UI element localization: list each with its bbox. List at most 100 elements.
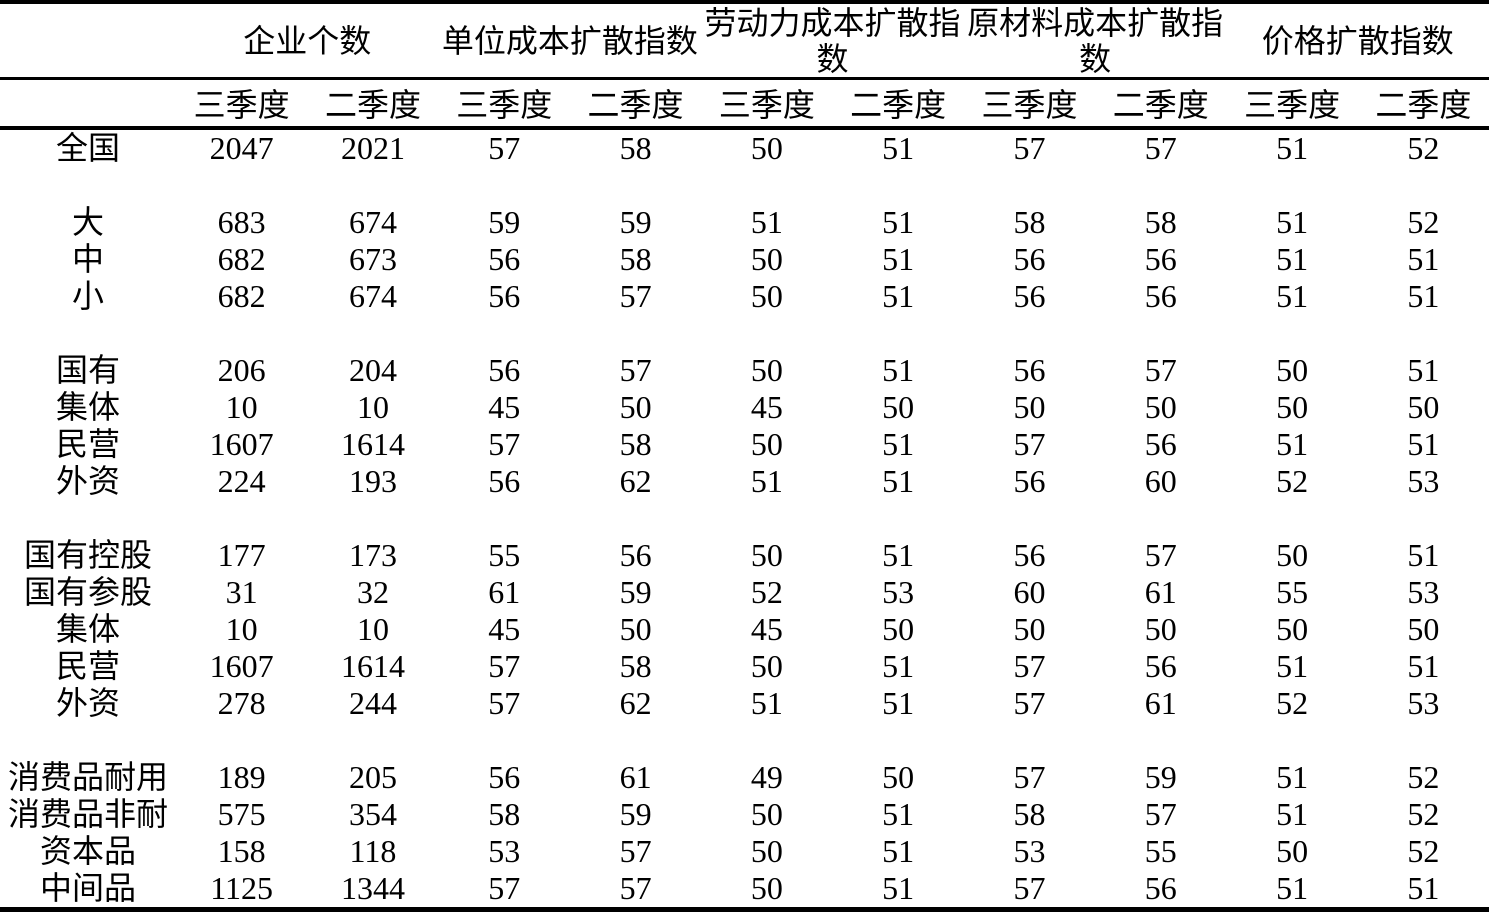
data-cell: 50 xyxy=(750,241,783,277)
data-cell: 58 xyxy=(619,648,652,684)
data-cell: 50 xyxy=(1276,537,1309,573)
data-cell: 56 xyxy=(488,759,521,795)
data-cell: 50 xyxy=(750,833,783,869)
section-separator-cell xyxy=(0,315,1489,352)
data-cell: 55 xyxy=(488,537,521,573)
table-row: 国有 206 204 56 57 50 51 56 57 50 51 xyxy=(0,352,1489,389)
data-cell: 206 xyxy=(217,352,266,388)
data-cell: 51 xyxy=(750,463,783,499)
data-cell: 50 xyxy=(1013,389,1046,425)
data-cell: 51 xyxy=(750,204,783,240)
data-cell: 1614 xyxy=(340,426,405,462)
table-row: 消费品耐用 189 205 56 61 49 50 57 59 51 52 xyxy=(0,759,1489,796)
row-label: 外资 xyxy=(55,685,120,721)
section-separator-cell xyxy=(0,500,1489,537)
data-cell: 224 xyxy=(217,463,266,499)
subheader-q3: 三季度 xyxy=(438,78,570,130)
table-row: 消费品非耐 575 354 58 59 50 51 58 57 51 52 xyxy=(0,796,1489,833)
data-cell: 56 xyxy=(488,352,521,388)
data-cell: 56 xyxy=(1144,278,1177,314)
data-cell: 50 xyxy=(882,759,915,795)
data-cell: 51 xyxy=(750,685,783,721)
data-cell: 51 xyxy=(1276,204,1309,240)
data-cell: 50 xyxy=(1407,611,1440,647)
data-cell: 52 xyxy=(1276,463,1309,499)
data-cell: 50 xyxy=(750,648,783,684)
col-group-labor-cost-diffusion-index: 劳动力成本扩散指数 xyxy=(701,2,964,80)
row-label: 消费品非耐 xyxy=(7,796,168,832)
data-cell: 52 xyxy=(1276,685,1309,721)
row-label: 民营 xyxy=(55,426,120,462)
data-cell: 53 xyxy=(1013,833,1046,869)
data-cell: 55 xyxy=(1276,574,1309,610)
data-cell: 10 xyxy=(225,611,258,647)
data-cell: 50 xyxy=(1013,611,1046,647)
data-cell: 57 xyxy=(488,130,521,166)
data-cell: 50 xyxy=(750,426,783,462)
subheader-q2: 二季度 xyxy=(307,78,439,130)
data-cell: 53 xyxy=(882,574,915,610)
data-cell: 118 xyxy=(349,833,397,869)
data-cell: 52 xyxy=(750,574,783,610)
table-row: 外资 278 244 57 62 51 51 57 61 52 53 xyxy=(0,685,1489,722)
data-cell: 244 xyxy=(348,685,397,721)
data-cell: 61 xyxy=(488,574,521,610)
data-cell: 50 xyxy=(1276,389,1309,425)
corner-empty-cell xyxy=(0,78,176,130)
data-cell: 56 xyxy=(1144,241,1177,277)
data-cell: 1125 xyxy=(210,870,274,906)
data-cell: 61 xyxy=(1144,685,1177,721)
table-row: 资本品 158 118 53 57 50 51 53 55 50 52 xyxy=(0,833,1489,870)
data-cell: 682 xyxy=(217,278,266,314)
data-cell: 50 xyxy=(1144,611,1177,647)
data-cell: 1607 xyxy=(209,648,274,684)
table-row: 集体 10 10 45 50 45 50 50 50 50 50 xyxy=(0,611,1489,648)
subheader-q3: 三季度 xyxy=(963,78,1096,130)
data-cell: 189 xyxy=(217,759,266,795)
data-cell: 58 xyxy=(1144,204,1177,240)
data-cell: 57 xyxy=(619,870,652,906)
data-cell: 51 xyxy=(1407,537,1440,573)
subheader-q2: 二季度 xyxy=(569,78,702,130)
data-cell: 51 xyxy=(882,426,915,462)
data-cell: 59 xyxy=(619,574,652,610)
data-cell: 59 xyxy=(488,204,521,240)
row-label: 外资 xyxy=(55,463,120,499)
col-group-unit-cost-diffusion-index: 单位成本扩散指数 xyxy=(438,2,702,80)
data-cell: 50 xyxy=(619,611,652,647)
row-label: 民营 xyxy=(55,648,120,684)
data-cell: 60 xyxy=(1144,463,1177,499)
data-cell: 58 xyxy=(488,796,521,832)
data-cell: 57 xyxy=(619,352,652,388)
data-cell: 193 xyxy=(348,463,397,499)
data-cell: 674 xyxy=(348,204,397,240)
data-cell: 56 xyxy=(488,278,521,314)
data-cell: 50 xyxy=(1276,611,1309,647)
data-cell: 53 xyxy=(1407,574,1440,610)
data-cell: 61 xyxy=(619,759,652,795)
data-cell: 51 xyxy=(1276,759,1309,795)
corner-empty-cell xyxy=(0,2,176,80)
data-cell: 51 xyxy=(1407,241,1440,277)
table-body: 全国 2047 2021 57 58 50 51 57 57 51 52 大 683 674 59 59 51 5… xyxy=(0,128,1489,910)
col-group-price-diffusion-index: 价格扩散指数 xyxy=(1226,2,1489,80)
row-label: 大 xyxy=(71,204,104,240)
subheader-q3: 三季度 xyxy=(176,78,308,130)
data-cell: 1607 xyxy=(209,426,274,462)
data-cell: 45 xyxy=(750,611,783,647)
row-label: 全国 xyxy=(55,130,120,166)
table-row: 外资 224 193 56 62 51 51 56 60 52 53 xyxy=(0,463,1489,500)
data-cell: 60 xyxy=(1013,574,1046,610)
data-cell: 50 xyxy=(1144,389,1177,425)
data-cell: 58 xyxy=(619,241,652,277)
data-cell: 51 xyxy=(1276,130,1309,166)
row-label: 国有控股 xyxy=(23,537,152,573)
data-cell: 354 xyxy=(348,796,397,832)
data-cell: 50 xyxy=(750,870,783,906)
data-cell: 57 xyxy=(488,648,521,684)
table-row: 全国 2047 2021 57 58 50 51 57 57 51 52 xyxy=(0,128,1489,167)
data-cell: 51 xyxy=(882,870,915,906)
data-cell: 51 xyxy=(882,648,915,684)
section-separator-row xyxy=(0,315,1489,352)
table-row: 国有控股 177 173 55 56 50 51 56 57 50 51 xyxy=(0,537,1489,574)
